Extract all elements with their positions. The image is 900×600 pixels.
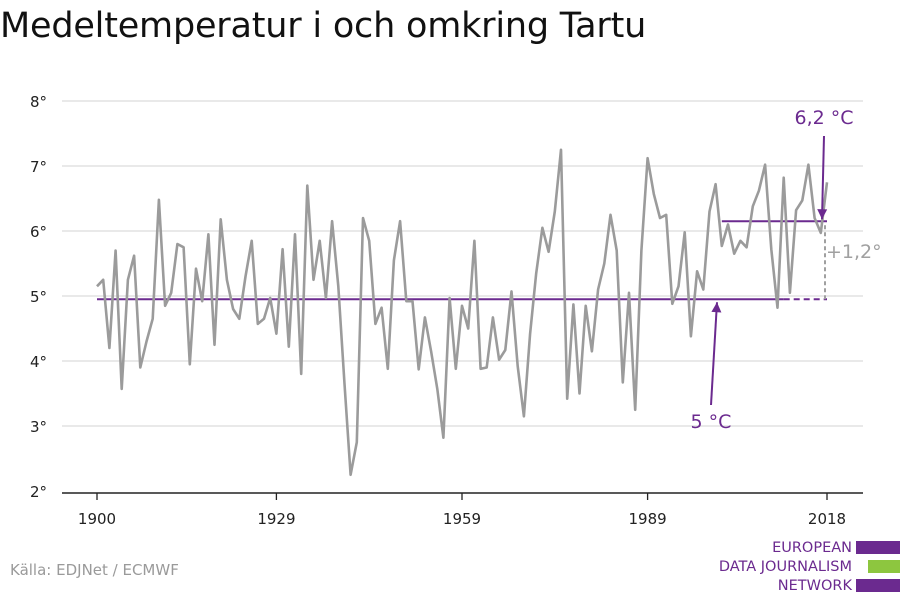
- source-note: Källa: EDJNet / ECMWF: [10, 561, 179, 579]
- delta-label: +1,2°: [826, 241, 882, 263]
- axes: 2° 3° 4° 5° 6° 7° 8° 1900 1929 1959 1989 2018: [30, 93, 863, 528]
- x-tick-label: 1900: [78, 510, 116, 528]
- recent-mean-label: 6,2 °C: [794, 107, 853, 129]
- logo-line-2: DATA JOURNALISM: [718, 559, 852, 575]
- y-tick-label: 5°: [30, 288, 47, 306]
- chart-title: Medeltemperatur i och omkring Tartu: [0, 6, 647, 46]
- temperature-series-line: [96, 148, 829, 477]
- y-tick-label: 6°: [30, 223, 47, 241]
- logo-bar-1: [856, 541, 900, 554]
- logo-bar-3: [856, 579, 900, 592]
- baseline-mean-label: 5 °C: [691, 411, 732, 433]
- series-layer: [96, 148, 829, 477]
- logo-line-1: EUROPEAN: [772, 540, 852, 556]
- baseline-arrow: [710, 302, 718, 406]
- y-tick-label: 3°: [30, 418, 47, 436]
- recent-arrow-head: [817, 209, 828, 220]
- annotations: 6,2 °C 5 °C +1,2°: [691, 107, 882, 433]
- y-tick-label: 8°: [30, 93, 47, 111]
- x-tick-label: 2018: [808, 510, 846, 528]
- y-tick-label: 7°: [30, 158, 47, 176]
- y-tick-label: 4°: [30, 353, 47, 371]
- x-tick-label: 1929: [257, 510, 295, 528]
- recent-arrow: [821, 135, 825, 220]
- y-tick-label: 2°: [30, 483, 47, 501]
- x-tick-label: 1959: [443, 510, 481, 528]
- gridlines: [62, 100, 863, 427]
- logo-bar-2: [868, 560, 900, 573]
- baseline-arrow-head: [711, 302, 722, 313]
- x-tick-label: 1989: [628, 510, 666, 528]
- edjnet-logo: EUROPEAN DATA JOURNALISM NETWORK: [705, 539, 900, 596]
- logo-line-3: NETWORK: [777, 578, 852, 594]
